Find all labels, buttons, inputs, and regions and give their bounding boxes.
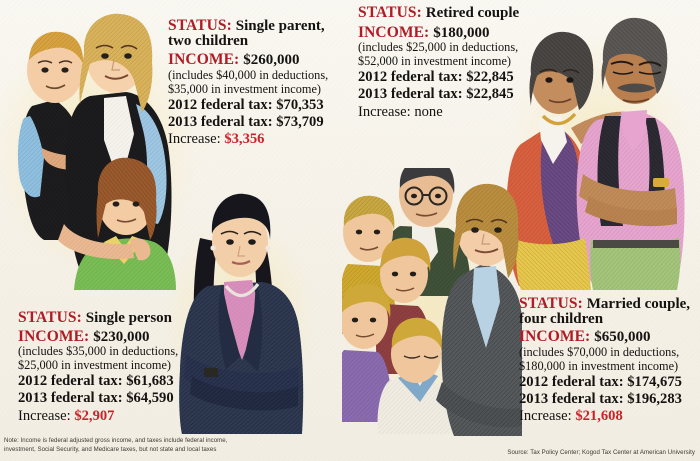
- status-value: Single parent,: [235, 18, 325, 34]
- tax-2013-line: 2013 federal tax: $64,590: [18, 391, 178, 406]
- income-detail-line-2: $25,000 in investment income): [18, 357, 172, 372]
- income-detail-line-1: (includes $35,000 in deductions,: [18, 344, 179, 359]
- increase-value: $2,907: [74, 407, 115, 424]
- status-line: STATUS: Retired couple: [358, 4, 520, 22]
- income-label: INCOME:: [358, 23, 430, 41]
- increase-value: $3,356: [224, 131, 265, 148]
- tax-2013-line: 2013 federal tax: $196,283: [519, 392, 690, 407]
- increase-label: Increase:: [519, 408, 572, 425]
- income-value: $260,000: [243, 52, 300, 69]
- single-parent-family-illustration: [8, 8, 188, 298]
- tax-2013-label: 2013 federal tax:: [358, 86, 463, 103]
- status-continuation: four children: [519, 310, 604, 327]
- income-value: $650,000: [594, 329, 651, 346]
- status-value: Married couple,: [586, 296, 691, 312]
- increase-line: Increase: $3,356: [168, 132, 328, 147]
- footnote-text: Note: Income is federal adjusted gross i…: [4, 437, 228, 454]
- status-value: Single person: [85, 310, 173, 326]
- status-continuation: two children: [168, 32, 249, 49]
- income-label: INCOME:: [18, 327, 90, 345]
- status-label: STATUS:: [358, 4, 422, 21]
- tax-2013-value: $64,590: [126, 390, 174, 407]
- source-credit: Source: Tax Policy Center; Kogod Tax Cen…: [507, 449, 695, 456]
- tax-2012-label: 2012 federal tax:: [18, 373, 123, 390]
- status-line: STATUS: Single person: [18, 309, 178, 327]
- tax-2012-label: 2012 federal tax:: [358, 69, 463, 86]
- tax-2012-label: 2012 federal tax:: [519, 374, 624, 391]
- tax-2012-value: $174,675: [627, 374, 682, 391]
- tax-2012-value: $61,683: [126, 373, 174, 390]
- tax-2012-line: 2012 federal tax: $70,353: [168, 98, 328, 113]
- case-panel-retired-couple: STATUS: Retired couple INCOME: $180,000 …: [358, 4, 520, 120]
- status-label: STATUS:: [519, 295, 583, 312]
- tax-2013-line: 2013 federal tax: $73,709: [168, 115, 328, 130]
- case-panel-single-parent-two-children: STATUS: Single parent, two children INCO…: [168, 17, 329, 148]
- income-line: INCOME: $650,000: [519, 329, 690, 346]
- businesswoman-illustration: [178, 190, 306, 435]
- case-panel-married-couple-four-children: STATUS: Married couple, four children IN…: [519, 295, 691, 425]
- increase-line: Increase: $2,907: [18, 407, 178, 424]
- income-detail-line-2: $35,000 in investment income): [168, 81, 322, 96]
- income-detail-line-2: $180,000 in investment income): [519, 358, 679, 373]
- income-detail-line-1: (includes $70,000 in deductions,: [519, 345, 680, 360]
- tax-2012-value: $22,845: [466, 69, 514, 86]
- tax-2013-value: $196,283: [627, 391, 682, 408]
- status-label: STATUS:: [18, 309, 82, 326]
- tax-2012-value: $70,353: [276, 97, 324, 114]
- status-label: STATUS:: [168, 17, 232, 34]
- tax-2012-label: 2012 federal tax:: [168, 97, 273, 114]
- income-line: INCOME: $230,000: [18, 327, 178, 346]
- increase-value: $21,608: [575, 408, 623, 425]
- large-family-illustration: [342, 168, 522, 436]
- tax-2013-label: 2013 federal tax:: [519, 391, 624, 408]
- case-panel-single-person: STATUS: Single person INCOME: $230,000 (…: [18, 309, 179, 424]
- increase-label: Increase:: [358, 103, 411, 120]
- income-value: $180,000: [433, 24, 490, 41]
- income-label: INCOME:: [519, 328, 591, 346]
- tax-2013-label: 2013 federal tax:: [168, 114, 273, 131]
- increase-label: Increase:: [168, 131, 221, 148]
- tax-2013-label: 2013 federal tax:: [18, 390, 123, 407]
- tax-2012-line: 2012 federal tax: $61,683: [18, 374, 178, 389]
- income-line: INCOME: $180,000: [358, 23, 519, 42]
- tax-2013-value: $22,845: [466, 86, 514, 103]
- tax-2013-line: 2013 federal tax: $22,845: [358, 87, 519, 102]
- tax-2012-line: 2012 federal tax: $22,845: [358, 70, 519, 85]
- increase-value: none: [414, 103, 443, 120]
- income-detail-line-1: (includes $40,000 in deductions,: [168, 68, 329, 83]
- status-line: STATUS: Single parent,: [168, 17, 328, 35]
- income-label: INCOME:: [168, 51, 240, 69]
- increase-label: Increase:: [18, 407, 71, 424]
- income-detail-line-2: $52,000 in investment income): [358, 53, 512, 68]
- tax-2012-line: 2012 federal tax: $174,675: [519, 375, 690, 390]
- income-value: $230,000: [93, 328, 150, 345]
- income-detail-line-1: (includes $25,000 in deductions,: [358, 40, 519, 55]
- status-value: Retired couple: [425, 5, 520, 21]
- income-line: INCOME: $260,000: [168, 52, 328, 69]
- status-line: STATUS: Married couple,: [519, 295, 691, 313]
- increase-line: Increase: $21,608: [519, 409, 690, 424]
- retired-couple-illustration: [505, 12, 695, 297]
- tax-2013-value: $73,709: [276, 114, 324, 131]
- increase-line: Increase: none: [358, 103, 519, 120]
